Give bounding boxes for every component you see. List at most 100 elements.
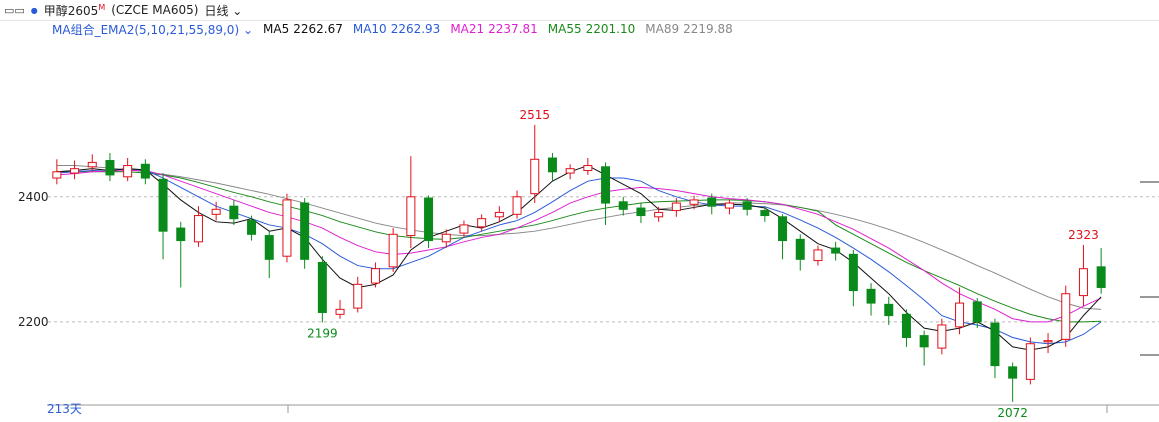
candle-body [636, 207, 646, 217]
legend-item: MA10 2262.93 [353, 22, 440, 36]
candle-body [601, 166, 611, 204]
candle-body [547, 157, 557, 173]
candle-body [530, 158, 540, 195]
indicator-label: MA组合_EMA2(5,10,21,55,89,0) [52, 22, 240, 37]
symbol-code: (CZCE MA605) [111, 3, 199, 17]
legend-name: MA5 [263, 22, 290, 36]
candle-body [211, 208, 221, 215]
candle-body [760, 210, 770, 217]
candle-body [158, 178, 168, 232]
candle-body [388, 233, 398, 268]
candle-body [972, 301, 982, 323]
candle-body [778, 216, 788, 242]
legend-item: MA21 2237.81 [450, 22, 537, 36]
candle-body [52, 171, 62, 179]
candle-body [70, 168, 80, 174]
candle-body [317, 261, 327, 313]
candle-body [300, 202, 310, 260]
indicator[interactable]: MA组合_EMA2(5,10,21,55,89,0) ⌄ [52, 22, 254, 37]
candle-body [140, 163, 150, 179]
ma-line [56, 170, 1102, 323]
legend-last: 2237.81 [488, 22, 538, 36]
legend-item: MA55 2201.10 [548, 22, 635, 36]
toolbar: ▭▭ ● 甲醇2605M (CZCE MA605) 日线 ⌄ [0, 0, 1159, 21]
ma-line [56, 165, 1102, 310]
y-tick-label: 2400 [18, 190, 49, 204]
candle-body [193, 215, 203, 243]
candle-body [459, 224, 469, 234]
candle-body [229, 205, 239, 220]
candle-body [866, 288, 876, 304]
candle-body [477, 218, 487, 228]
legend: MA组合_EMA2(5,10,21,55,89,0) ⌄ MA5 2262.67 M… [52, 21, 733, 37]
candle-body [884, 303, 894, 317]
candle-body [813, 249, 823, 262]
candle-body [901, 313, 911, 338]
candle-body [1008, 366, 1018, 379]
candle-body [618, 201, 628, 210]
legend-last: 2262.93 [390, 22, 441, 36]
candle-body [441, 233, 451, 243]
day-count: 213天 [47, 402, 82, 416]
ma-line [56, 164, 1102, 351]
candle-body [176, 227, 186, 242]
extreme-label: 2199 [307, 326, 338, 340]
candle-body [671, 202, 681, 212]
candle-body [919, 335, 929, 348]
candle-body [87, 161, 97, 168]
candle-body [282, 199, 292, 257]
candle-body [335, 308, 345, 315]
candle-body [1061, 293, 1071, 340]
extreme-label: 2323 [1068, 228, 1099, 242]
candle-body [795, 238, 805, 260]
period[interactable]: 日线 ⌄ [204, 3, 243, 18]
candle-body [1025, 343, 1035, 380]
candle-body [707, 197, 717, 207]
candle-body [831, 247, 841, 254]
ma-line [56, 171, 1102, 323]
menu-icon[interactable]: ▭▭ [4, 3, 25, 17]
candle-body [512, 196, 522, 215]
y-tick-label: 2200 [18, 315, 49, 329]
ma-line [56, 168, 1102, 345]
candle-body [353, 283, 363, 309]
candle-body [123, 165, 133, 178]
candle-body [1096, 266, 1106, 288]
extreme-label: 2515 [519, 108, 550, 122]
candle-body [955, 302, 965, 328]
legend-name: MA21 [450, 22, 485, 36]
symbol[interactable]: 甲醇2605M [44, 2, 105, 19]
candle-body [742, 201, 752, 210]
dot-icon: ● [30, 5, 38, 15]
symbol-name: 甲醇2605 [43, 3, 99, 18]
candle-body [494, 211, 504, 218]
candle-body [990, 322, 1000, 367]
legend-name: MA89 [645, 22, 680, 36]
legend-item: MA89 2219.88 [645, 22, 732, 36]
candle-body [370, 268, 380, 284]
legend-name: MA10 [352, 22, 387, 36]
candle-body [1078, 268, 1088, 297]
candle-body [264, 235, 274, 260]
candle-body [724, 202, 734, 209]
candle-body [654, 211, 664, 218]
legend-item: MA5 2262.67 [263, 22, 343, 36]
legend-last: 2201.10 [585, 22, 636, 36]
symbol-mark: M [98, 2, 106, 12]
period-label: 日线 [204, 3, 229, 18]
candle-body [424, 197, 434, 242]
candle-body [937, 324, 947, 349]
legend-last: 2262.67 [293, 22, 343, 36]
candle-body [1043, 340, 1053, 343]
candle-body [406, 196, 416, 237]
candle-body [565, 168, 575, 174]
candle-body [848, 253, 858, 292]
candle-body [247, 220, 257, 235]
candle-body [583, 165, 593, 172]
candle-body [105, 160, 115, 176]
legend-name: MA55 [547, 22, 582, 36]
legend-last: 2219.88 [683, 22, 733, 36]
extreme-label: 2072 [997, 406, 1028, 420]
